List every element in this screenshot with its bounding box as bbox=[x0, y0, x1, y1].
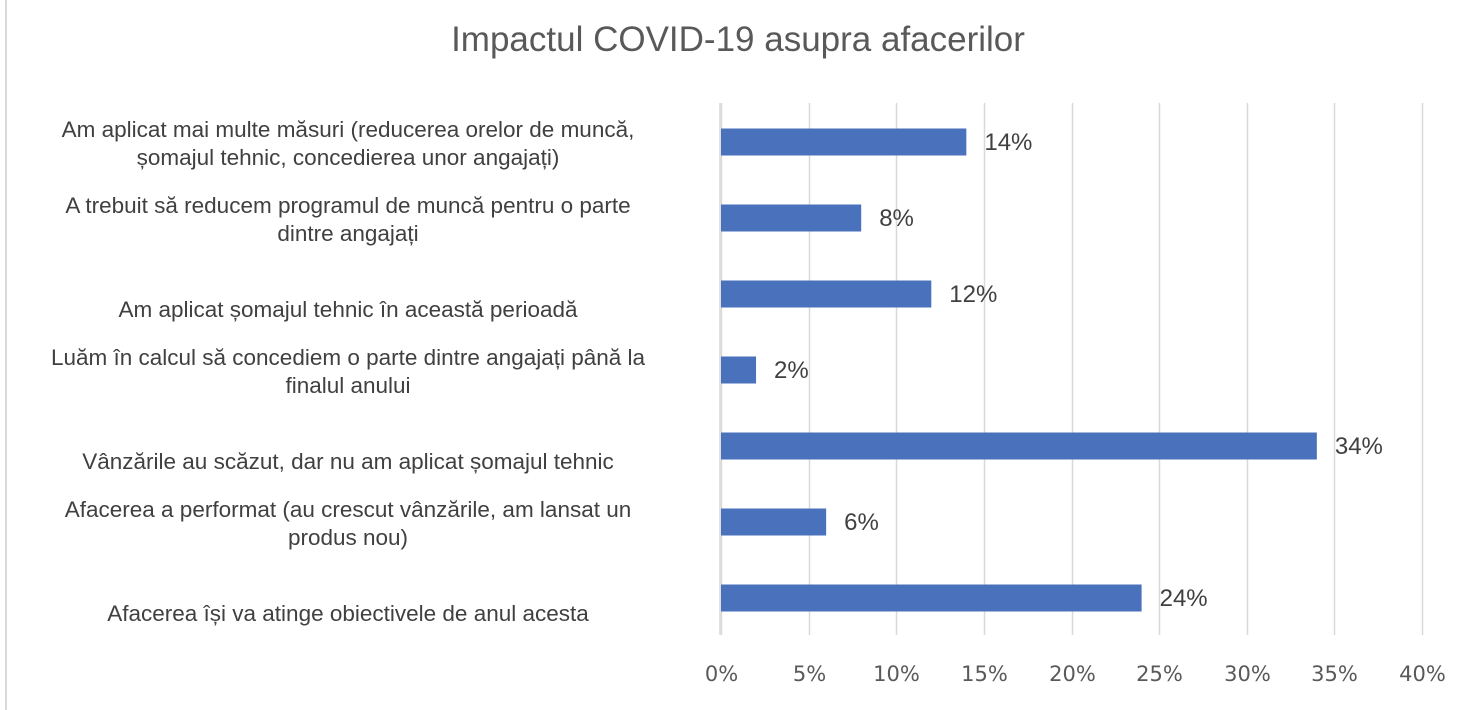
data-label: 24% bbox=[1160, 585, 1208, 612]
bar bbox=[721, 280, 932, 308]
x-tick-label: 40% bbox=[1399, 662, 1446, 686]
data-label: 12% bbox=[949, 281, 997, 308]
category-label-line: Afacerea a performat (au crescut vânzări… bbox=[64, 497, 632, 522]
category-label-line: A trebuit să reducem programul de muncă … bbox=[65, 193, 631, 218]
x-tick-label: 25% bbox=[1136, 662, 1183, 686]
data-label: 2% bbox=[774, 357, 809, 384]
category-label-line: produs nou) bbox=[287, 525, 409, 550]
category-label-line: dintre angajați bbox=[277, 221, 419, 246]
category-label-line: șomajul tehnic, concedierea unor angajaț… bbox=[136, 145, 560, 170]
x-tick-label: 0% bbox=[705, 662, 738, 686]
bar bbox=[721, 508, 827, 536]
category-label: Afacerea își va atinge obiectivele de an… bbox=[0, 572, 698, 628]
bar bbox=[721, 128, 967, 156]
x-tick-label: 15% bbox=[961, 662, 1008, 686]
category-label-line: finalul anului bbox=[285, 373, 411, 398]
bar bbox=[721, 356, 757, 384]
category-label-line: Am aplicat șomajul tehnic în această per… bbox=[118, 297, 578, 322]
category-label: Afacerea a performat (au crescut vânzări… bbox=[0, 496, 698, 552]
x-tick-label: 35% bbox=[1311, 662, 1358, 686]
bar bbox=[721, 432, 1317, 460]
category-label: Am aplicat șomajul tehnic în această per… bbox=[0, 268, 698, 324]
data-label: 6% bbox=[844, 509, 879, 536]
x-tick-label: 10% bbox=[873, 662, 920, 686]
category-label-line: Vânzările au scăzut, dar nu am aplicat ș… bbox=[82, 449, 614, 474]
data-label: 14% bbox=[984, 129, 1032, 156]
x-tick-label: 30% bbox=[1224, 662, 1271, 686]
category-label-line: Am aplicat mai multe măsuri (reducerea o… bbox=[61, 117, 635, 142]
chart-frame bbox=[5, 0, 1476, 710]
category-label: A trebuit să reducem programul de muncă … bbox=[0, 192, 698, 248]
x-tick-label: 20% bbox=[1049, 662, 1096, 686]
category-label-line: Luăm în calcul să concediem o parte dint… bbox=[50, 345, 646, 370]
category-label-line: Afacerea își va atinge obiectivele de an… bbox=[107, 601, 589, 626]
category-label: Vânzările au scăzut, dar nu am aplicat ș… bbox=[0, 420, 698, 476]
category-label: Luăm în calcul să concediem o parte dint… bbox=[0, 344, 698, 400]
data-label: 34% bbox=[1335, 433, 1383, 460]
bar bbox=[721, 584, 1142, 612]
bar bbox=[721, 204, 862, 232]
category-label: Am aplicat mai multe măsuri (reducerea o… bbox=[0, 116, 698, 172]
data-label: 8% bbox=[879, 205, 914, 232]
chart-title: Impactul COVID-19 asupra afacerilor bbox=[451, 20, 1025, 59]
x-tick-label: 5% bbox=[793, 662, 826, 686]
